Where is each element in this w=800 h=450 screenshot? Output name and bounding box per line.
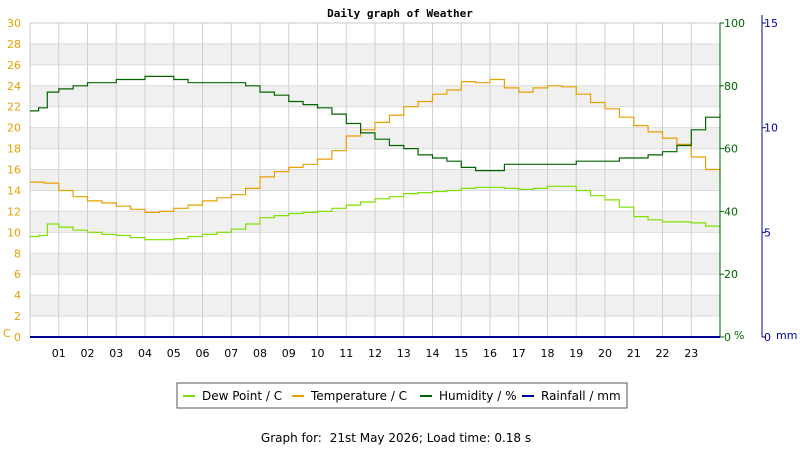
x-tick-label: 12: [368, 347, 382, 360]
x-tick-label: 09: [282, 347, 296, 360]
right-tick-label-mm: 5: [764, 226, 771, 239]
x-tick-label: 06: [196, 347, 210, 360]
x-tick-label: 20: [598, 347, 612, 360]
footer-text: Graph for: 21st May 2026; Load time: 0.1…: [261, 431, 531, 445]
right-tick-label-percent: 20: [724, 268, 738, 281]
series-line-0: [30, 185, 721, 241]
x-tick-label: 22: [656, 347, 670, 360]
right-tick-label-mm: 15: [764, 17, 778, 30]
left-tick-label: 0: [14, 331, 21, 344]
left-tick-label: 12: [7, 205, 21, 218]
footer-label: Graph for:: [261, 431, 322, 445]
x-tick-label: 02: [81, 347, 95, 360]
series-line-2: [30, 75, 721, 172]
right-tick-label-percent: 40: [724, 205, 738, 218]
x-tick-label: 16: [483, 347, 497, 360]
left-tick-label: 26: [7, 59, 21, 72]
left-tick-label: 16: [7, 164, 21, 177]
left-tick-label: 18: [7, 143, 21, 156]
left-tick-label: 10: [7, 226, 21, 239]
x-tick-label: 10: [311, 347, 325, 360]
left-tick-label: 30: [7, 17, 21, 30]
left-tick-label: 14: [7, 184, 21, 197]
x-tick-label: 21: [627, 347, 641, 360]
chart-title: Daily graph of Weather: [327, 7, 473, 20]
left-tick-label: 8: [14, 247, 21, 260]
left-tick-label: 20: [7, 122, 21, 135]
right-tick-label-mm: 10: [764, 122, 778, 135]
right-tick-label-percent: 60: [724, 143, 738, 156]
legend-label: Dew Point / C: [202, 389, 282, 403]
x-tick-label: 17: [512, 347, 526, 360]
x-tick-label: 13: [397, 347, 411, 360]
x-tick-label: 07: [224, 347, 238, 360]
legend-label: Rainfall / mm: [541, 389, 621, 403]
x-tick-label: 04: [138, 347, 152, 360]
x-tick-label: 05: [167, 347, 181, 360]
x-tick-label: 14: [426, 347, 440, 360]
series-layer: [30, 75, 721, 338]
axes-layer: 01 02 03 04 05 06 07 08 09 10 11 12 13 14 15 16 17 18 19 20…: [7, 15, 778, 360]
left-tick-label: 2: [14, 310, 21, 323]
grid-lines: [29, 22, 721, 338]
left-tick-label: 28: [7, 38, 21, 51]
right-tick-label-percent: 0: [724, 331, 731, 344]
right-tick-label-mm: 0: [764, 331, 771, 344]
right-tick-label-percent: 80: [724, 80, 738, 93]
left-tick-label: 24: [7, 80, 21, 93]
x-tick-label: 18: [541, 347, 555, 360]
legend-label: Humidity / %: [439, 389, 516, 403]
left-tick-label: 4: [14, 289, 21, 302]
legend-label: Temperature / C: [310, 389, 407, 403]
left-tick-label: 6: [14, 268, 21, 281]
x-tick-label: 08: [253, 347, 267, 360]
x-tick-label: 03: [109, 347, 123, 360]
series-line-1: [30, 78, 721, 213]
x-tick-label: 01: [52, 347, 66, 360]
x-tick-label: 19: [569, 347, 583, 360]
x-tick-label: 15: [454, 347, 468, 360]
right-axis-unit-percent: %: [734, 329, 744, 342]
x-tick-label: 23: [684, 347, 698, 360]
footer-value: 21st May 2026; Load time: 0.18 s: [330, 431, 531, 445]
right-axis-unit-mm: mm: [776, 329, 797, 342]
left-axis-unit: C: [3, 327, 11, 340]
right-tick-label-percent: 100: [724, 17, 745, 30]
legend-box: [176, 382, 628, 409]
left-tick-label: 22: [7, 101, 21, 114]
x-tick-label: 11: [339, 347, 353, 360]
legend: Dew Point / C Temperature / C Humidity / %…: [176, 382, 628, 409]
